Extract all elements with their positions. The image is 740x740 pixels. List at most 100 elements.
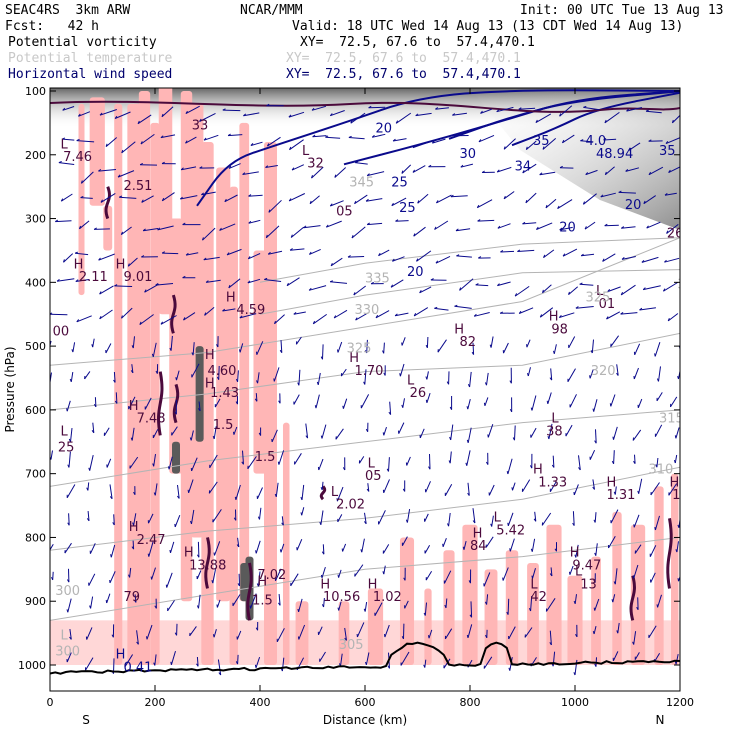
pv-shading-column (138, 91, 151, 665)
wind-vector (569, 394, 577, 408)
wind-vector (634, 652, 640, 660)
wind-vector (131, 427, 135, 441)
wind-vector (87, 482, 90, 491)
wind-vector-head (141, 199, 144, 203)
x-tick-label: 0 (47, 696, 54, 709)
wind-vector-head (133, 599, 137, 603)
wind-vector (45, 629, 48, 642)
wind-vector-head (69, 636, 72, 640)
pv-shading-column (201, 142, 214, 665)
contour-label: 30 (460, 147, 477, 162)
contour-label: 330 (696, 268, 721, 283)
wind-vector-head (428, 635, 430, 639)
contour-label: L (61, 628, 69, 643)
contour-label: L (494, 511, 502, 526)
wind-vector (139, 314, 154, 326)
wind-vector (678, 575, 680, 582)
contour-label: H (670, 475, 680, 490)
wind-vector-head (157, 227, 161, 231)
wind-vector (166, 572, 173, 588)
wind-vector-head (71, 349, 74, 353)
wind-vector-head (98, 168, 102, 172)
wind-vector (634, 544, 642, 554)
model-name: SEAC4RS 3km ARW (5, 3, 131, 18)
wind-vector-head (86, 518, 90, 522)
wind-vector-head (496, 169, 500, 173)
wind-vector-head (78, 113, 81, 117)
y-tick-label: 900 (25, 595, 46, 608)
wind-vector (278, 594, 281, 606)
pv-shading-boundary-layer (50, 620, 680, 665)
wind-vector-head (589, 375, 591, 379)
wind-vector-head (93, 227, 97, 230)
wind-vector (595, 543, 598, 556)
wind-vector-head (628, 147, 631, 151)
wind-vector-head (632, 575, 635, 579)
wind-vector (180, 195, 198, 200)
pv-shading-column (150, 122, 160, 665)
contour-label: L (575, 565, 583, 580)
wind-vector-head (128, 574, 131, 578)
wind-vector (503, 191, 515, 200)
wind-vector-head (254, 398, 258, 402)
wind-vector-head (667, 317, 670, 322)
wind-vector (281, 657, 285, 672)
wind-vector (503, 342, 509, 354)
wind-vector-head (277, 602, 281, 606)
y-tick-label: 300 (25, 213, 46, 226)
wind-vector (305, 423, 309, 439)
wind-vector (368, 106, 386, 109)
wind-vector-head (204, 312, 207, 316)
contour-label: 34 (515, 160, 532, 175)
contour-label: 345 (349, 176, 374, 191)
wind-vector-head (434, 226, 437, 230)
wind-vector-head (506, 470, 509, 475)
wind-vector (168, 456, 173, 470)
wind-vector (509, 538, 515, 552)
wind-vector-head (472, 520, 476, 524)
wind-vector (321, 424, 327, 439)
wind-vector-head (575, 306, 579, 309)
wind-vector (235, 484, 241, 500)
wind-vector-head (213, 552, 215, 556)
wind-vector (298, 624, 306, 640)
wind-vector (384, 624, 390, 638)
wind-vector-head (466, 406, 469, 410)
field-wind-name: Horizontal wind speed (8, 67, 173, 82)
wind-vector (154, 654, 157, 666)
wind-vector (589, 449, 596, 460)
wind-vector (106, 458, 112, 468)
wind-vector-head (144, 289, 147, 293)
wind-vector-head (673, 459, 676, 464)
wind-vector (402, 398, 405, 408)
wind-vector-head (648, 171, 652, 175)
wind-contour-20 (196, 89, 680, 207)
wind-vector (148, 513, 154, 524)
wind-vector-head (573, 672, 576, 676)
x-tick-label: 200 (145, 696, 166, 709)
wind-vector (618, 191, 636, 194)
wind-vector-head (311, 107, 315, 111)
pv-contour (319, 485, 327, 501)
wind-vector (257, 571, 261, 587)
wind-vector (419, 286, 432, 294)
wind-vector (84, 371, 91, 380)
y-tick-label: 500 (25, 340, 46, 353)
wind-vector (199, 112, 216, 122)
wind-vector (325, 136, 341, 139)
contour-label: 320 (591, 364, 616, 379)
wind-vector-head (662, 288, 666, 292)
wind-vector (641, 256, 659, 263)
wind-vector (426, 371, 429, 380)
wind-vector-head (98, 257, 101, 261)
wind-vector (322, 344, 324, 360)
wind-vector (518, 107, 536, 110)
wind-vector-head (573, 600, 576, 604)
contour-label: 1.5 (255, 450, 276, 465)
wind-vector (99, 309, 113, 320)
wind-vector (242, 171, 259, 175)
wind-vector-head (99, 291, 102, 295)
wind-vector (140, 133, 155, 145)
contour-label: H (473, 526, 483, 541)
wind-vector (190, 430, 194, 441)
